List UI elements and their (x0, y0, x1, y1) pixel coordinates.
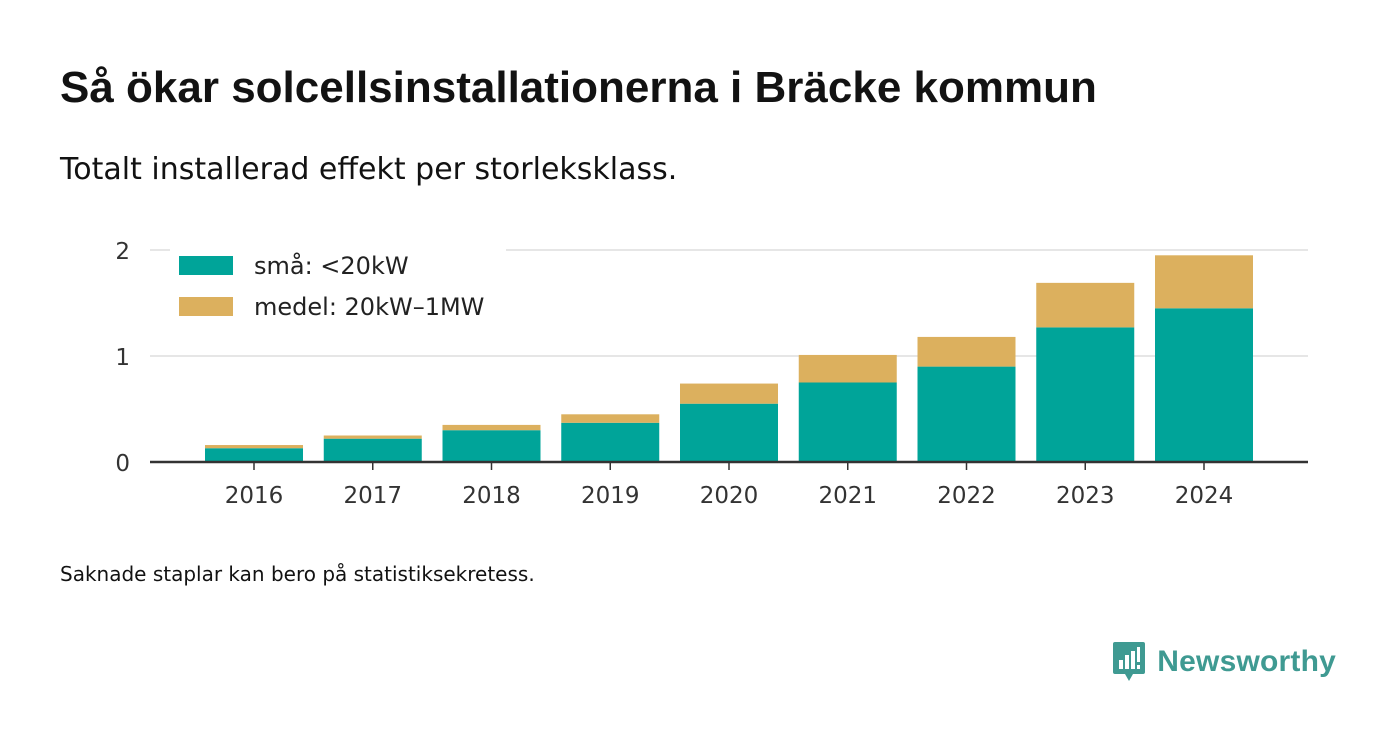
y-tick-label: 0 (115, 451, 130, 477)
brand-logo: Newsworthy (1111, 640, 1336, 684)
bar-medium (680, 383, 778, 404)
y-tick-label: 1 (115, 345, 130, 371)
legend-label: medel: 20kW–1MW (254, 293, 484, 321)
footnote: Saknade staplar kan bero på statistiksek… (60, 562, 535, 586)
bar-medium (917, 336, 1016, 367)
x-tick-label: 2018 (462, 483, 521, 509)
stacked-bar-chart: 0 1 2 2016 2017 2018 2019 2020 2021 2022 2023 2024 s… (115, 239, 1308, 509)
x-tick-label: 2017 (343, 483, 402, 509)
bar-medium (561, 414, 660, 423)
chart-subtitle: Totalt installerad effekt per storlekskl… (60, 152, 678, 187)
y-tick-label: 2 (115, 239, 130, 265)
brand-name: Newsworthy (1157, 645, 1336, 678)
bar-small (442, 430, 541, 462)
newsworthy-logo-icon (1113, 642, 1146, 681)
bar-small (1036, 327, 1135, 462)
bar-medium (1036, 282, 1135, 328)
x-tick-label: 2024 (1175, 483, 1234, 509)
bar-small (561, 422, 660, 462)
bar-small (323, 438, 422, 462)
bar-medium (798, 354, 897, 383)
legend-label: små: <20kW (254, 251, 409, 280)
bar-small (1155, 308, 1253, 462)
legend-swatch (179, 297, 233, 316)
bar-medium (323, 435, 422, 439)
bar-small (917, 366, 1016, 462)
x-tick-label: 2023 (1056, 483, 1115, 509)
chart-title: Så ökar solcellsinstallationerna i Bräck… (60, 63, 1097, 112)
bar-small (680, 403, 778, 462)
x-tick-label: 2022 (937, 483, 996, 509)
x-tick-label: 2019 (581, 483, 640, 509)
bar-medium (1155, 255, 1253, 309)
bar-small (205, 448, 303, 462)
bar-medium (442, 424, 541, 431)
bar-small (798, 382, 897, 462)
legend-swatch (179, 256, 233, 275)
x-tick-label: 2021 (818, 483, 877, 509)
bar-medium (205, 445, 303, 449)
x-tick-label: 2020 (700, 483, 759, 509)
x-tick-label: 2016 (225, 483, 284, 509)
